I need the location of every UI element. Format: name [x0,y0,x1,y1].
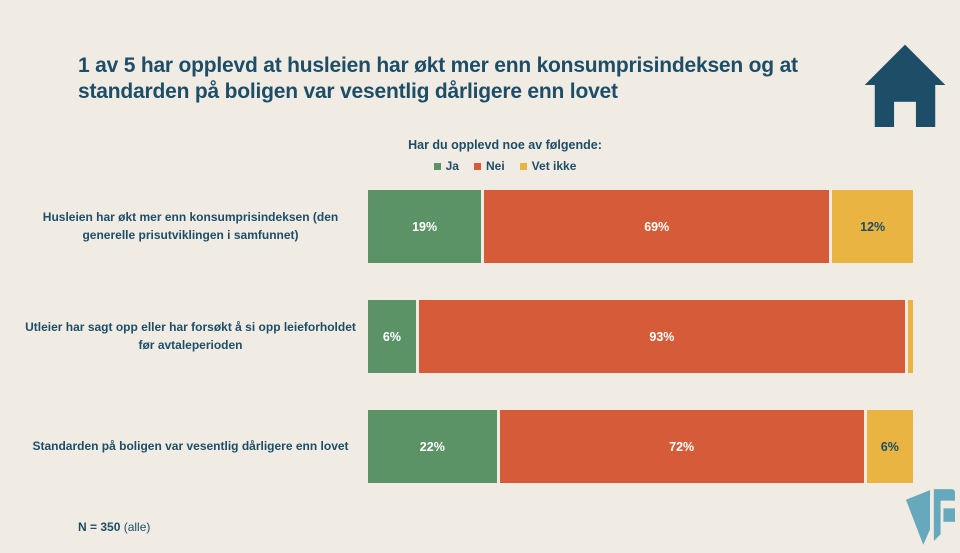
bar-segment-nei: 72% [499,410,864,483]
legend-label-nei: Nei [485,159,505,173]
stacked-bar: 6% 93% [368,300,913,373]
ja-swatch-icon [433,162,441,170]
bar-segment-vetikke: 6% [866,410,913,483]
segment-value: 93% [649,329,675,344]
bar-segment-vetikke: 12% [832,190,913,263]
bar-segment-nei: 93% [418,300,906,373]
vetikke-swatch-icon [519,162,527,170]
segment-value: 19% [412,219,438,234]
chart-row-oppsigelse: Utleier har sagt opp eller har forsøkt å… [18,300,913,373]
segment-value: 72% [669,439,695,454]
legend-label-vetikke: Vet ikke [531,159,577,173]
segment-value: 12% [860,219,886,234]
category-label: Utleier har sagt opp eller har forsøkt å… [25,320,356,352]
legend-label-ja: Ja [445,159,459,173]
page-title: 1 av 5 har opplevd at husleien har økt m… [78,54,798,104]
forbrukerradet-logo-icon [905,486,955,548]
legend-item-nei: Nei [473,159,505,173]
chart-row-standard: Standarden på boligen var vesentlig dårl… [18,410,913,483]
segment-value: 6% [880,439,899,454]
bar-segment-nei: 69% [484,190,830,263]
legend-title: Har du opplevd noe av følgende: [408,138,602,152]
segment-value: 69% [644,219,670,234]
segment-value: 22% [419,439,445,454]
stacked-bar: 22% 72% 6% [368,410,913,483]
legend-item-vetikke: Vet ikke [519,159,577,173]
stacked-bar: 19% 69% 12% [368,190,913,263]
house-icon [863,43,947,127]
bar-segment-ja: 19% [368,190,482,263]
bar-chart: Husleien har økt mer enn konsumprisindek… [18,190,913,520]
category-label: Standarden på boligen var vesentlig dårl… [32,438,349,453]
bar-segment-ja: 22% [368,410,497,483]
sample-size-note: N = 350 (alle) [78,520,150,534]
legend-items: Ja Nei Vet ikke [355,159,655,173]
segment-value: 6% [382,329,401,344]
sample-size-suffix: (alle) [120,520,151,534]
category-label: Husleien har økt mer enn konsumprisindek… [42,210,339,242]
nei-swatch-icon [473,162,481,170]
bar-segment-ja: 6% [368,300,416,373]
legend-item-ja: Ja [433,159,459,173]
legend: Har du opplevd noe av følgende: Ja Nei V… [355,138,655,173]
chart-row-husleie: Husleien har økt mer enn konsumprisindek… [18,190,913,263]
bar-segment-vetikke [908,300,913,373]
sample-size-value: N = 350 [78,520,121,534]
